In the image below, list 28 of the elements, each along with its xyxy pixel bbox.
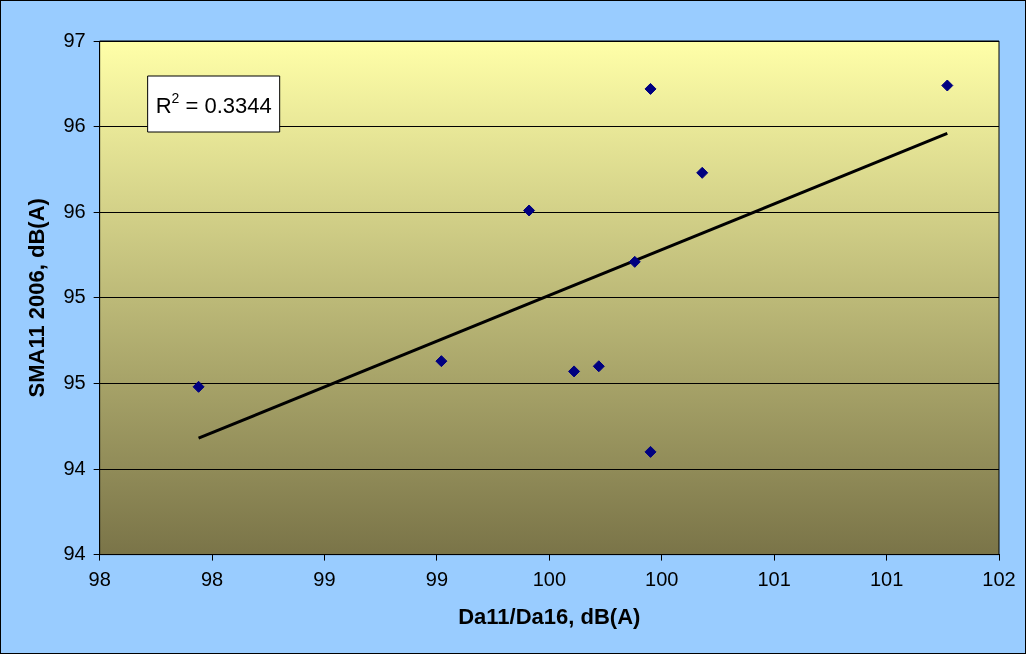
x-tick-label: 100 (645, 568, 679, 591)
point (568, 365, 581, 378)
x-tick-label: 101 (869, 568, 904, 591)
y-tick-label: 96 (63, 199, 86, 222)
point (644, 445, 657, 458)
point (192, 380, 205, 393)
point (435, 355, 448, 368)
x-tick-label: 98 (88, 568, 111, 591)
x-axis-title: Da11/Da16, dB(A) (458, 603, 641, 629)
y-tick-label: 96 (63, 114, 86, 137)
point (696, 166, 709, 179)
x-tick-label: 102 (982, 568, 1016, 591)
point (628, 255, 641, 268)
x-tick-label: 99 (425, 568, 449, 591)
y-tick-label: 94 (63, 542, 86, 565)
point (941, 79, 954, 92)
y-tick-label: 97 (63, 28, 86, 51)
point (644, 82, 657, 95)
y-tick-label: 94 (63, 456, 86, 479)
y-tick-label: 95 (63, 370, 86, 393)
x-tick-label: 101 (757, 568, 791, 591)
x-tick-label: 98 (200, 568, 224, 591)
point (592, 360, 605, 373)
y-axis-title: SMA11 2006, dB(A) (24, 198, 50, 398)
x-tick-label: 100 (532, 568, 567, 591)
x-tick-label: 99 (313, 568, 336, 591)
y-tick-label: 95 (63, 285, 86, 308)
point (523, 204, 536, 217)
